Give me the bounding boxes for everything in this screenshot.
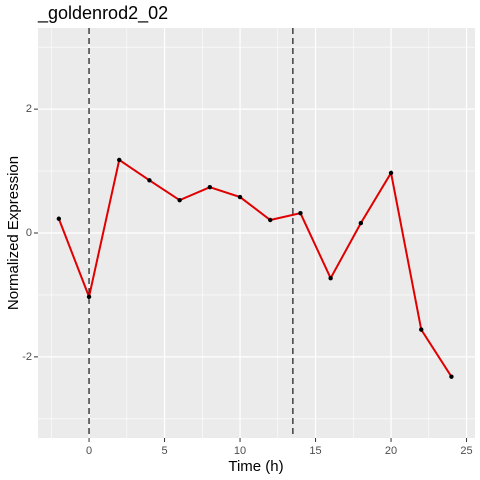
data-point	[177, 197, 182, 203]
x-axis-label: Time (h)	[228, 458, 283, 475]
data-point	[56, 216, 62, 221]
data-point	[207, 184, 213, 190]
data-point	[237, 194, 243, 200]
x-tick-label: 15	[309, 445, 321, 457]
x-tick-label: 10	[234, 445, 246, 457]
data-point	[147, 178, 152, 183]
x-tick-label: 5	[161, 445, 167, 457]
y-tick-label: 0	[26, 227, 32, 239]
data-point	[268, 217, 273, 223]
data-point	[117, 157, 122, 163]
y-tick-label: -2	[22, 351, 32, 363]
y-axis-label: Normalized Expression	[5, 156, 22, 310]
data-point	[419, 327, 424, 332]
data-point	[449, 374, 454, 379]
data-point	[388, 170, 394, 176]
x-tick-label: 0	[86, 445, 92, 457]
series-line	[57, 158, 453, 378]
data-point	[298, 210, 303, 216]
x-tick-label: 20	[385, 445, 397, 457]
data-point	[328, 276, 333, 281]
x-tick-label: 25	[460, 445, 472, 457]
data-point	[358, 220, 364, 226]
chart-title: _goldenrod2_02	[37, 3, 168, 24]
y-tick-label: 2	[26, 103, 32, 115]
data-point	[86, 294, 92, 299]
